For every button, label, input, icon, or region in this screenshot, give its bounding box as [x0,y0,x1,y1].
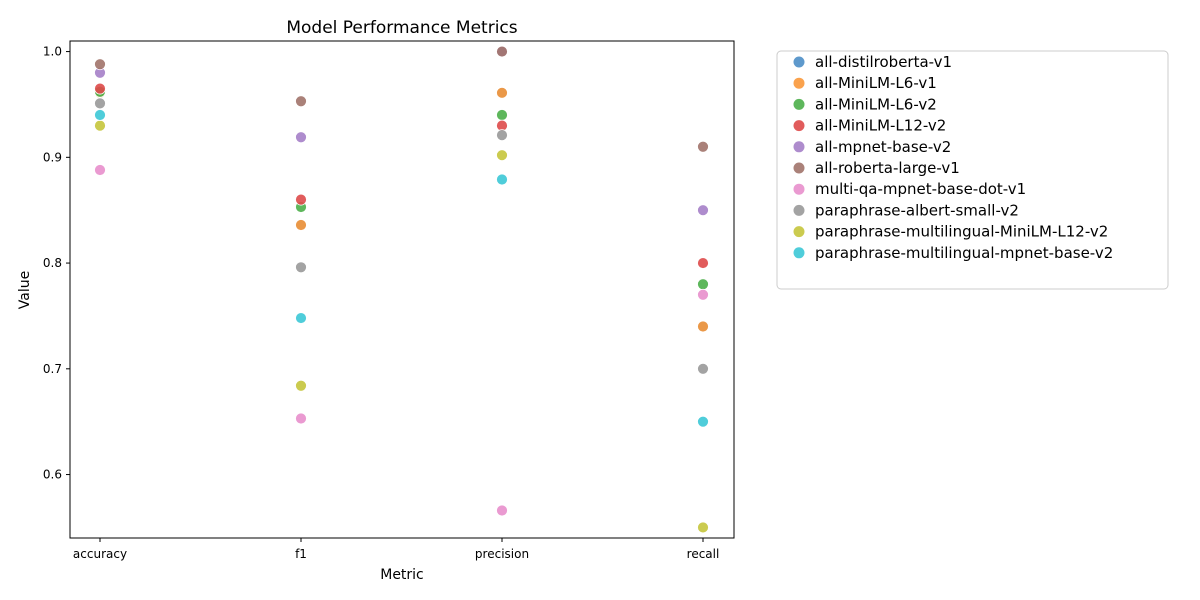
data-point [697,521,709,534]
data-point [496,45,508,58]
x-tick-label: accuracy [73,547,127,561]
data-point [94,97,106,110]
data-point [295,131,307,144]
y-tick-label: 1.0 [43,45,62,59]
legend-marker [793,162,805,174]
x-axis: accuracy f1 precision recall [73,538,719,561]
legend-label: all-MiniLM-L12-v2 [815,117,946,135]
legend-label: multi-qa-mpnet-base-dot-v1 [815,180,1026,198]
data-point [94,58,106,71]
x-tick-label: recall [687,547,720,561]
data-point [94,119,106,132]
data-point [496,129,508,142]
data-point [697,415,709,428]
legend: all-distilroberta-v1 all-MiniLM-L6-v1 all-… [776,50,1169,290]
data-point [697,278,709,291]
y-tick-label: 0.7 [43,362,62,376]
data-point [697,288,709,301]
data-point [295,379,307,392]
legend-marker [793,56,805,68]
data-point [697,140,709,153]
data-points [94,45,709,534]
data-point [295,193,307,206]
legend-label: all-distilroberta-v1 [815,53,952,71]
y-axis: 0.6 0.7 0.8 0.9 1.0 [43,45,70,482]
legend-label: paraphrase-multilingual-MiniLM-L12-v2 [815,223,1108,241]
y-tick-label: 0.8 [43,256,62,270]
data-point [94,164,106,176]
legend-label: all-MiniLM-L6-v2 [815,95,937,113]
data-point [94,82,106,95]
data-point [697,204,709,217]
data-point [697,257,709,269]
data-point [697,320,709,333]
legend-marker [793,226,805,238]
legend-marker [793,98,805,110]
legend-frame [776,50,1169,290]
legend-marker [793,183,805,195]
data-point [496,149,508,162]
data-point [496,86,508,99]
data-point [496,173,508,186]
data-point [295,261,307,274]
data-point [94,109,106,121]
legend-marker [793,247,805,259]
legend-marker [793,141,805,153]
y-axis-title: Value [17,271,33,309]
legend-marker [793,77,805,89]
legend-label: all-mpnet-base-v2 [815,138,951,156]
y-tick-label: 0.9 [43,150,62,164]
data-point [295,412,307,425]
chart-title: Model Performance Metrics [286,18,517,38]
data-point [295,312,307,324]
data-point [295,219,307,231]
legend-label: all-roberta-large-v1 [815,159,960,177]
legend-label: all-MiniLM-L6-v1 [815,74,937,92]
legend-label: paraphrase-albert-small-v2 [815,201,1019,219]
data-point [496,504,508,517]
data-point [295,95,307,108]
y-tick-label: 0.6 [43,468,62,482]
legend-marker [793,204,805,216]
data-point [496,109,508,121]
x-axis-title: Metric [380,567,424,583]
plot-area [69,40,735,539]
data-point [697,362,709,375]
legend-label: paraphrase-multilingual-mpnet-base-v2 [815,244,1113,262]
x-tick-label: f1 [295,547,307,561]
legend-marker [793,120,805,132]
x-tick-label: precision [475,547,529,561]
